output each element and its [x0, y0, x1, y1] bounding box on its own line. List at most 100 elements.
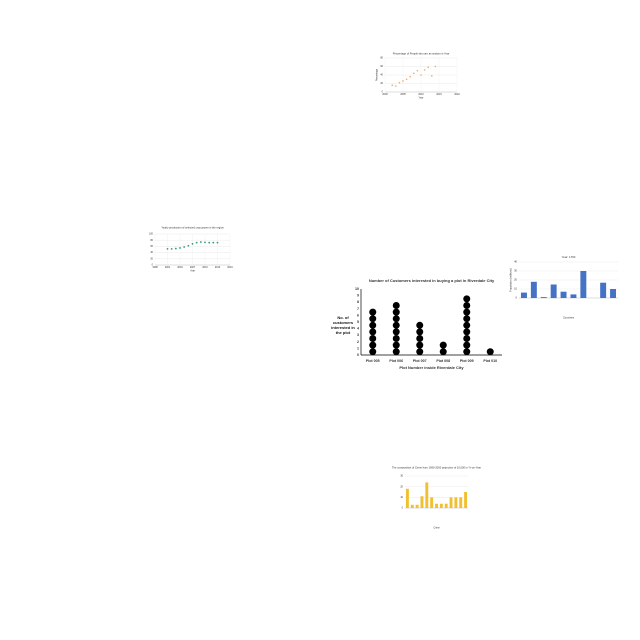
- y-tick-label: 20: [380, 82, 383, 85]
- dot: [369, 335, 377, 342]
- x-axis-label: Crime: [433, 527, 440, 530]
- dot: [392, 328, 400, 336]
- y-tick-label: 60: [380, 65, 383, 68]
- dot: [416, 321, 424, 329]
- point: [208, 241, 211, 244]
- point: [195, 241, 198, 244]
- y-tick-label: 3: [357, 333, 359, 337]
- dot: [463, 315, 471, 323]
- point: [212, 241, 215, 244]
- dot: [463, 348, 471, 356]
- y-tick-label: 10: [514, 287, 517, 291]
- dot: [369, 308, 377, 316]
- dot: [463, 341, 471, 349]
- y-axis-label: Population (millions): [509, 268, 513, 291]
- bar: [415, 504, 419, 508]
- point: [216, 241, 219, 244]
- x-tick-label: Plot 010: [483, 359, 497, 363]
- x-tick-label: 2016: [227, 266, 233, 269]
- y-tick-label: 1: [357, 346, 359, 350]
- y-tick-label: 40: [150, 251, 153, 254]
- bar: [580, 271, 587, 298]
- point: [434, 65, 437, 68]
- bar: [439, 503, 443, 508]
- point: [174, 247, 177, 250]
- y-tick-label: 30: [514, 269, 517, 273]
- y-tick-label: 4: [357, 327, 359, 331]
- x-axis-label: Year: [190, 270, 195, 273]
- y-tick-label: 40: [380, 74, 383, 77]
- chart-title: Number of Customers interested in buying…: [369, 278, 495, 283]
- point: [420, 74, 422, 76]
- y-tick-label: 0: [357, 353, 359, 357]
- point: [391, 84, 394, 86]
- y-tick-label: 10: [355, 287, 359, 291]
- bar: [405, 488, 409, 508]
- x-tick-label: 2007: [190, 266, 196, 269]
- dot: [463, 328, 471, 336]
- bar: [570, 294, 577, 298]
- bar: [550, 284, 557, 298]
- x-tick-label: 2010: [418, 93, 424, 96]
- dot: [392, 315, 400, 323]
- y-tick-label: 60: [150, 245, 153, 248]
- y-axis-label: Percentage: [376, 68, 379, 81]
- chart-title: Year: 1700: [562, 255, 576, 259]
- bar: [454, 497, 458, 508]
- chart-title: Yearly production of selected crop grown…: [161, 226, 224, 230]
- point: [170, 247, 173, 250]
- dot: [486, 348, 494, 356]
- point: [199, 241, 202, 243]
- x-tick-label: Plot 009: [460, 359, 474, 363]
- bar: [444, 503, 448, 508]
- dot: [463, 321, 471, 329]
- bar: [600, 282, 607, 298]
- x-axis-label: Plot Number inside Riverdale City: [399, 365, 464, 370]
- dot: [392, 341, 400, 349]
- point: [183, 246, 186, 248]
- x-tick-label: 2020: [454, 93, 460, 96]
- y-axis-label: No. of customers interested in the plot: [331, 315, 355, 335]
- x-tick-label: Plot 006: [389, 359, 403, 363]
- y-tick-label: 8: [357, 300, 359, 304]
- y-tick-label: 10: [400, 496, 403, 499]
- point: [405, 78, 408, 81]
- y-tick-label: 0: [152, 264, 154, 267]
- bar: [560, 291, 567, 298]
- point: [413, 72, 415, 75]
- bar: [425, 482, 429, 508]
- dot: [416, 341, 424, 349]
- point: [431, 75, 433, 77]
- dot: [463, 302, 471, 309]
- y-tick-label: 5: [357, 320, 359, 324]
- y-tick-label: 9: [357, 294, 359, 298]
- y-tick-label: 80: [380, 57, 383, 60]
- y-tick-label: 0: [402, 507, 404, 510]
- point: [402, 80, 404, 82]
- bar: [530, 281, 537, 298]
- x-tick-label: 1998: [152, 266, 158, 269]
- y-tick-label: 20: [400, 485, 403, 488]
- chart-title: The composition of Crime from 1990-2000 …: [392, 466, 481, 470]
- y-tick-label: 2: [357, 340, 359, 344]
- point: [191, 243, 194, 245]
- dot: [463, 335, 471, 342]
- dot: [392, 348, 400, 356]
- y-tick-label: 20: [150, 257, 153, 260]
- bar: [520, 292, 527, 298]
- x-tick-label: Plot 007: [413, 359, 427, 363]
- point: [416, 69, 419, 72]
- x-tick-label: 2004: [177, 266, 183, 269]
- x-tick-label: 2005: [400, 93, 406, 96]
- x-tick-label: 2000: [382, 93, 388, 96]
- x-tick-label: 2001: [165, 266, 171, 269]
- point: [398, 81, 401, 84]
- dot: [369, 341, 377, 349]
- y-tick-label: 40: [514, 260, 517, 264]
- y-tick-label: 0: [382, 91, 384, 94]
- dot: [392, 335, 400, 342]
- dot: [416, 335, 424, 342]
- bar: [410, 504, 414, 508]
- y-tick-label: 6: [357, 313, 359, 317]
- y-tick-label: 30: [400, 475, 403, 478]
